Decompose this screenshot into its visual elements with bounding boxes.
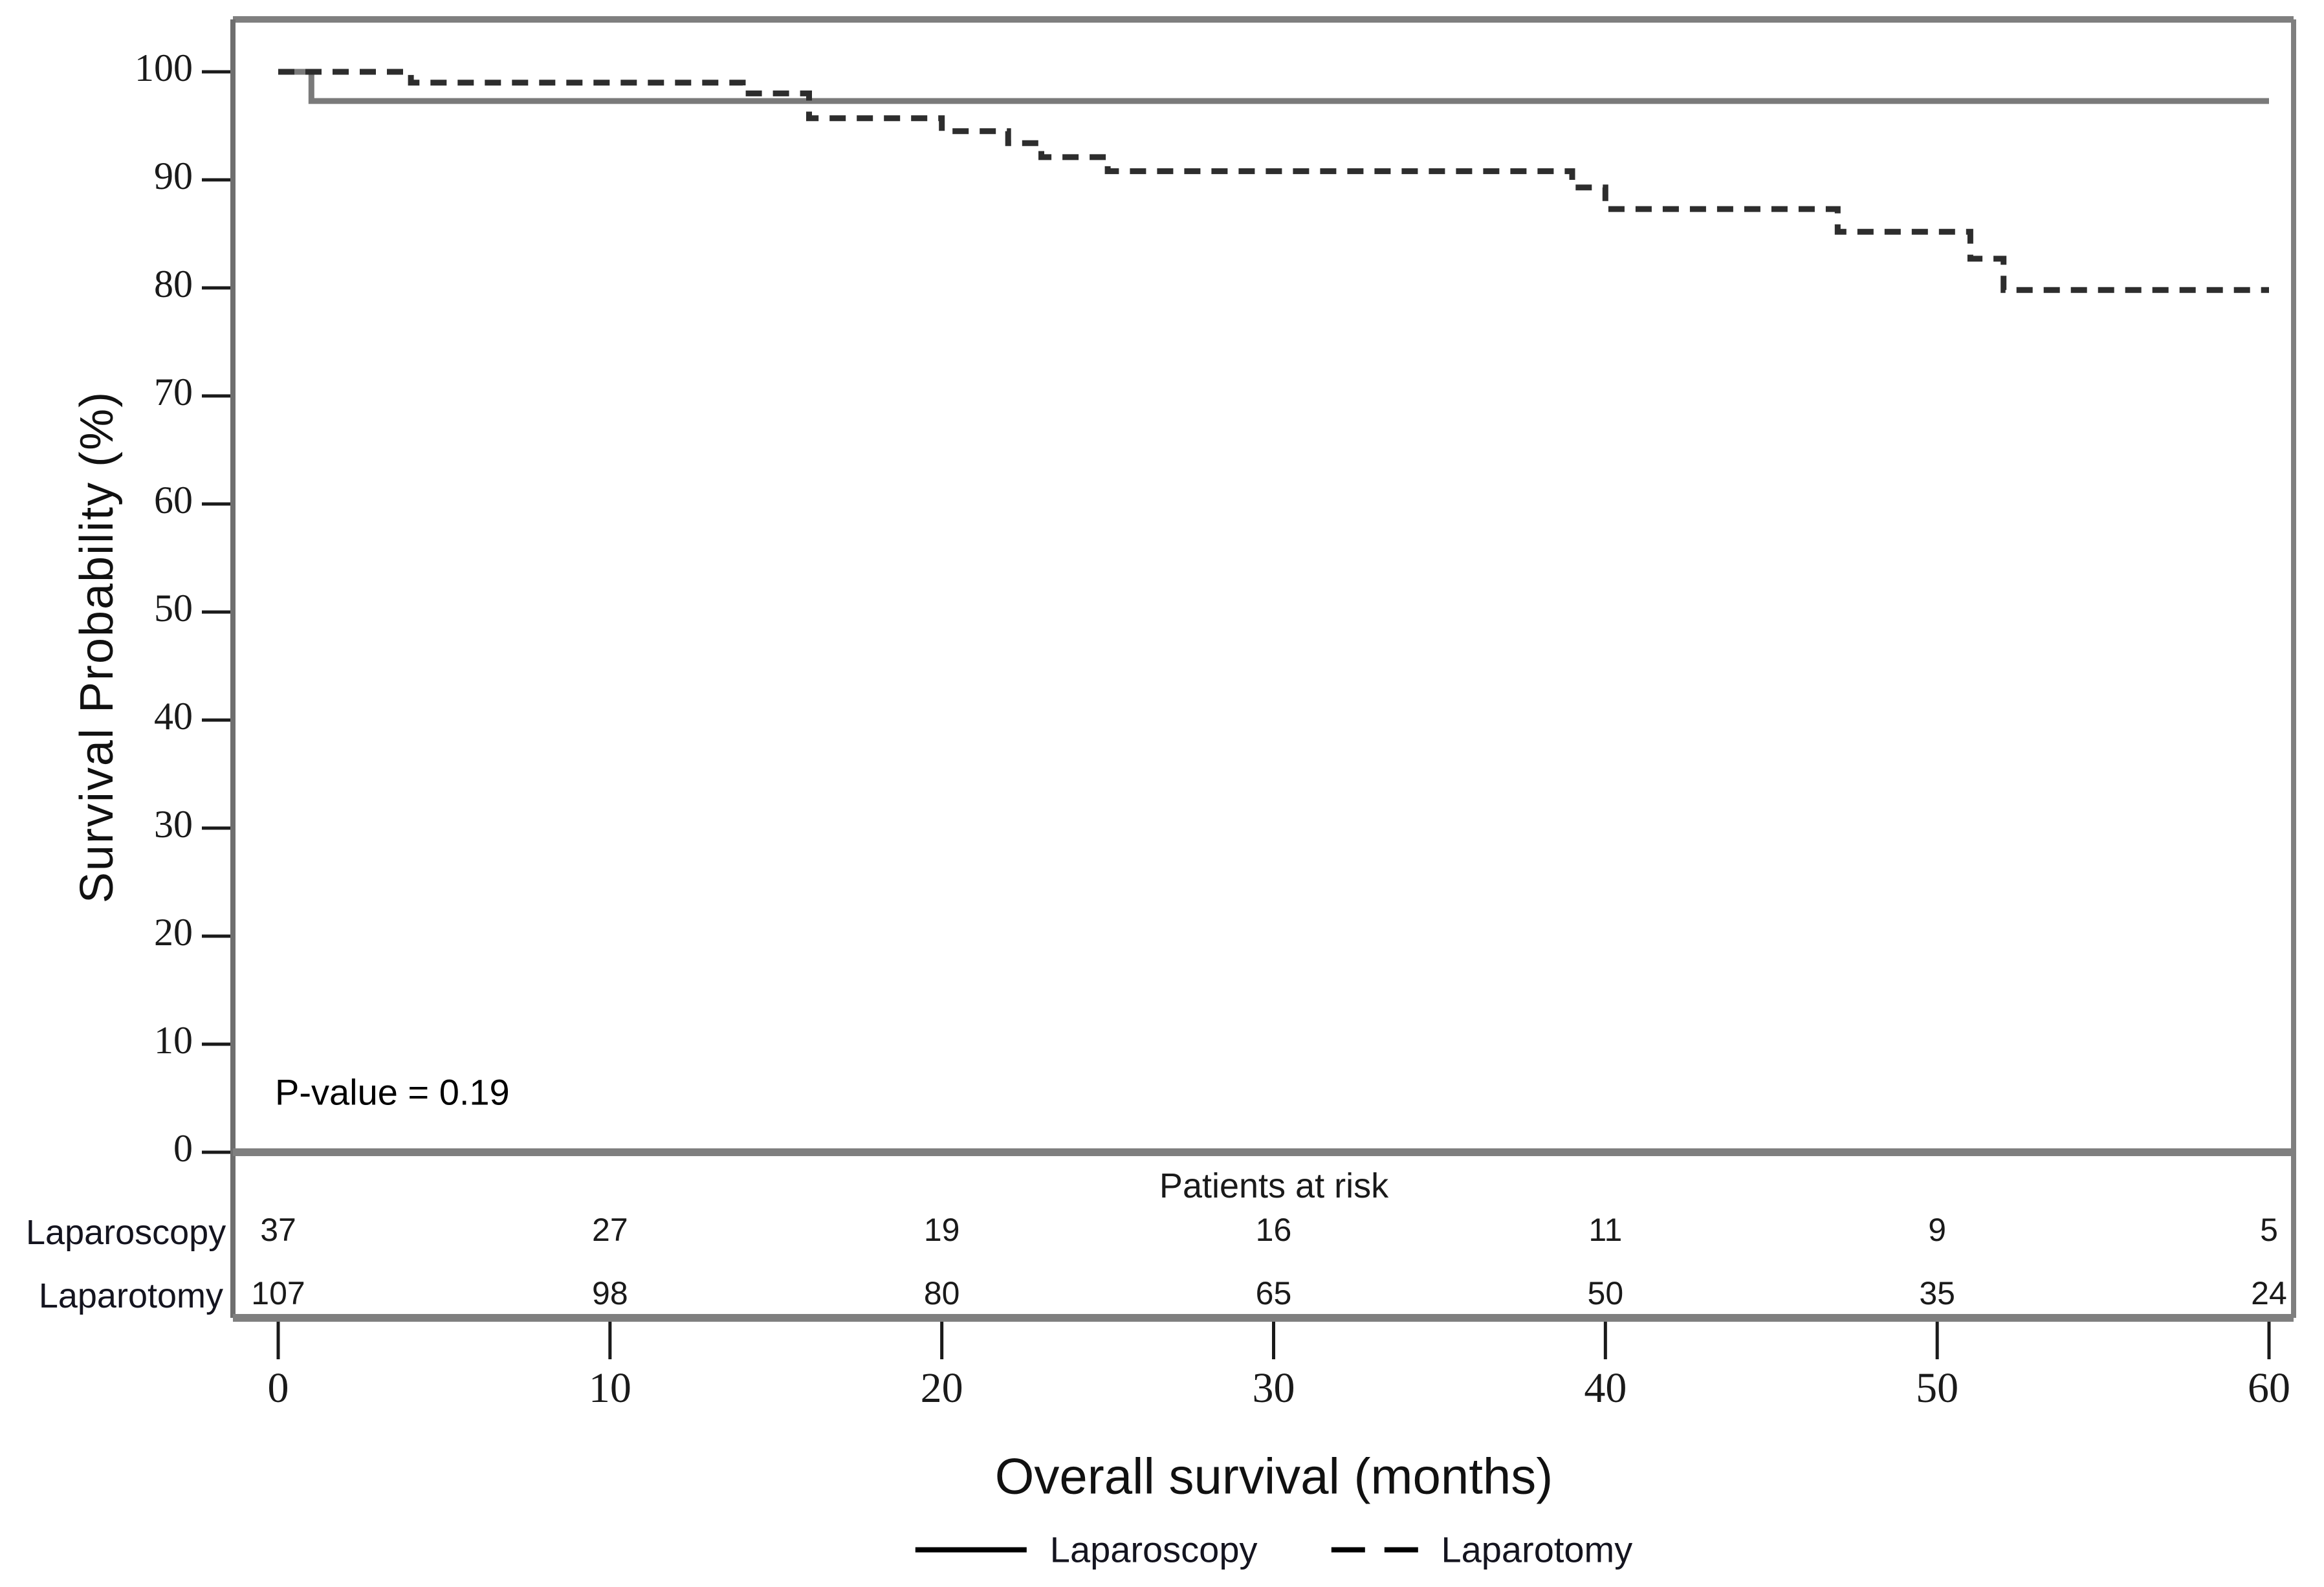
legend-label-laparoscopy: Laparoscopy <box>1049 1529 1258 1570</box>
y-axis-title: Survival Probability (%) <box>71 390 123 904</box>
y-axis-tick-label-50: 50 <box>154 587 193 629</box>
risk-count-laparoscopy-40: 11 <box>1588 1212 1622 1248</box>
series-line-laparoscopy <box>278 69 2269 104</box>
x-axis-tick-label-50: 50 <box>1916 1364 1958 1412</box>
x-axis-tick-label-0: 0 <box>268 1364 289 1412</box>
x-axis-tick-label-10: 10 <box>589 1364 631 1412</box>
y-axis-tick-label-30: 30 <box>154 803 193 846</box>
y-axis-tick-label-100: 100 <box>135 47 193 89</box>
y-axis-tick-label-80: 80 <box>154 263 193 305</box>
legend-label-laparotomy: Laparotomy <box>1441 1529 1633 1570</box>
risk-count-laparotomy-40: 50 <box>1588 1275 1624 1311</box>
risk-count-laparoscopy-20: 19 <box>924 1212 960 1248</box>
y-axis-tick-label-40: 40 <box>154 695 193 738</box>
x-axis-tick-label-60: 60 <box>2248 1364 2290 1412</box>
y-axis-tick-label-20: 20 <box>154 911 193 954</box>
y-axis-tick-label-0: 0 <box>173 1127 193 1170</box>
legend-dash-segment <box>1384 1547 1418 1552</box>
y-axis-tick-label-70: 70 <box>154 371 193 413</box>
risk-count-laparotomy-10: 98 <box>592 1275 628 1311</box>
risk-count-laparotomy-50: 35 <box>1919 1275 1955 1311</box>
patients-at-risk-title: Patients at risk <box>1159 1166 1389 1205</box>
x-axis-title: Overall survival (months) <box>994 1447 1553 1505</box>
x-axis-tick-label-30: 30 <box>1252 1364 1295 1412</box>
legend-dashed-line-sample <box>1331 1547 1418 1552</box>
risk-count-laparoscopy-30: 16 <box>1256 1212 1292 1248</box>
y-axis-tick-label-90: 90 <box>154 155 193 197</box>
risk-count-laparotomy-60: 24 <box>2251 1275 2287 1311</box>
risk-row-label-laparoscopy: Laparoscopy <box>26 1213 226 1252</box>
risk-count-laparotomy-0: 107 <box>251 1275 305 1311</box>
risk-count-laparoscopy-60: 5 <box>2260 1212 2278 1248</box>
legend-dash-segment <box>1331 1547 1365 1552</box>
legend-item-laparotomy: Laparotomy <box>1331 1529 1632 1571</box>
risk-count-laparotomy-20: 80 <box>924 1275 960 1311</box>
y-axis-tick-label-10: 10 <box>154 1019 193 1062</box>
risk-row-label-laparotomy: Laparotomy <box>38 1276 223 1315</box>
risk-count-laparoscopy-10: 27 <box>592 1212 628 1248</box>
legend-item-laparoscopy: Laparoscopy <box>915 1529 1258 1571</box>
x-axis-tick-label-20: 20 <box>921 1364 963 1412</box>
risk-count-laparoscopy-0: 37 <box>260 1212 296 1248</box>
legend: Laparoscopy Laparotomy <box>915 1529 1632 1571</box>
risk-count-laparotomy-30: 65 <box>1256 1275 1292 1311</box>
series-line-laparotomy <box>278 69 2269 293</box>
pvalue-annotation: P-value = 0.19 <box>275 1071 510 1113</box>
x-axis-tick-label-40: 40 <box>1584 1364 1627 1412</box>
y-axis-tick-label-60: 60 <box>154 479 193 521</box>
legend-solid-line-sample <box>915 1547 1027 1552</box>
risk-count-laparoscopy-50: 9 <box>1928 1212 1946 1248</box>
